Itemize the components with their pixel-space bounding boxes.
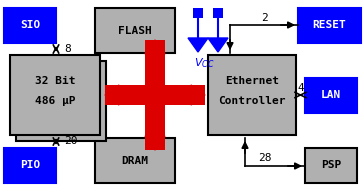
Bar: [213, 8, 223, 18]
Text: 2: 2: [262, 13, 268, 23]
Text: 8: 8: [64, 44, 71, 54]
Text: DRAM: DRAM: [122, 155, 149, 165]
Text: RESET: RESET: [313, 21, 347, 31]
Text: 20: 20: [64, 136, 78, 146]
Bar: [105, 85, 205, 105]
Text: Controller: Controller: [218, 96, 286, 106]
Bar: [193, 8, 203, 18]
Bar: [95, 8, 175, 53]
Polygon shape: [145, 136, 165, 150]
Polygon shape: [145, 40, 165, 54]
Bar: [145, 40, 165, 150]
Text: $V_{CC}$: $V_{CC}$: [194, 56, 214, 70]
Text: LAN: LAN: [321, 90, 341, 101]
Text: PSP: PSP: [321, 161, 341, 170]
Text: Ethernet: Ethernet: [225, 76, 279, 86]
Text: SIO: SIO: [20, 21, 40, 31]
Bar: [4, 8, 56, 43]
Text: 4: 4: [297, 83, 304, 93]
Polygon shape: [188, 38, 208, 52]
Text: FLASH: FLASH: [118, 25, 152, 36]
Bar: [4, 148, 56, 183]
Bar: [305, 148, 357, 183]
Bar: [305, 78, 357, 113]
Text: 32 Bit: 32 Bit: [35, 76, 75, 86]
Text: 486 μP: 486 μP: [35, 96, 75, 106]
Polygon shape: [105, 85, 119, 105]
Text: PIO: PIO: [20, 161, 40, 170]
Bar: [16, 61, 106, 141]
Bar: [298, 8, 361, 43]
Text: 28: 28: [258, 153, 272, 163]
Polygon shape: [191, 85, 205, 105]
Bar: [208, 55, 296, 135]
Bar: [95, 138, 175, 183]
Polygon shape: [208, 38, 228, 52]
Bar: [10, 55, 100, 135]
